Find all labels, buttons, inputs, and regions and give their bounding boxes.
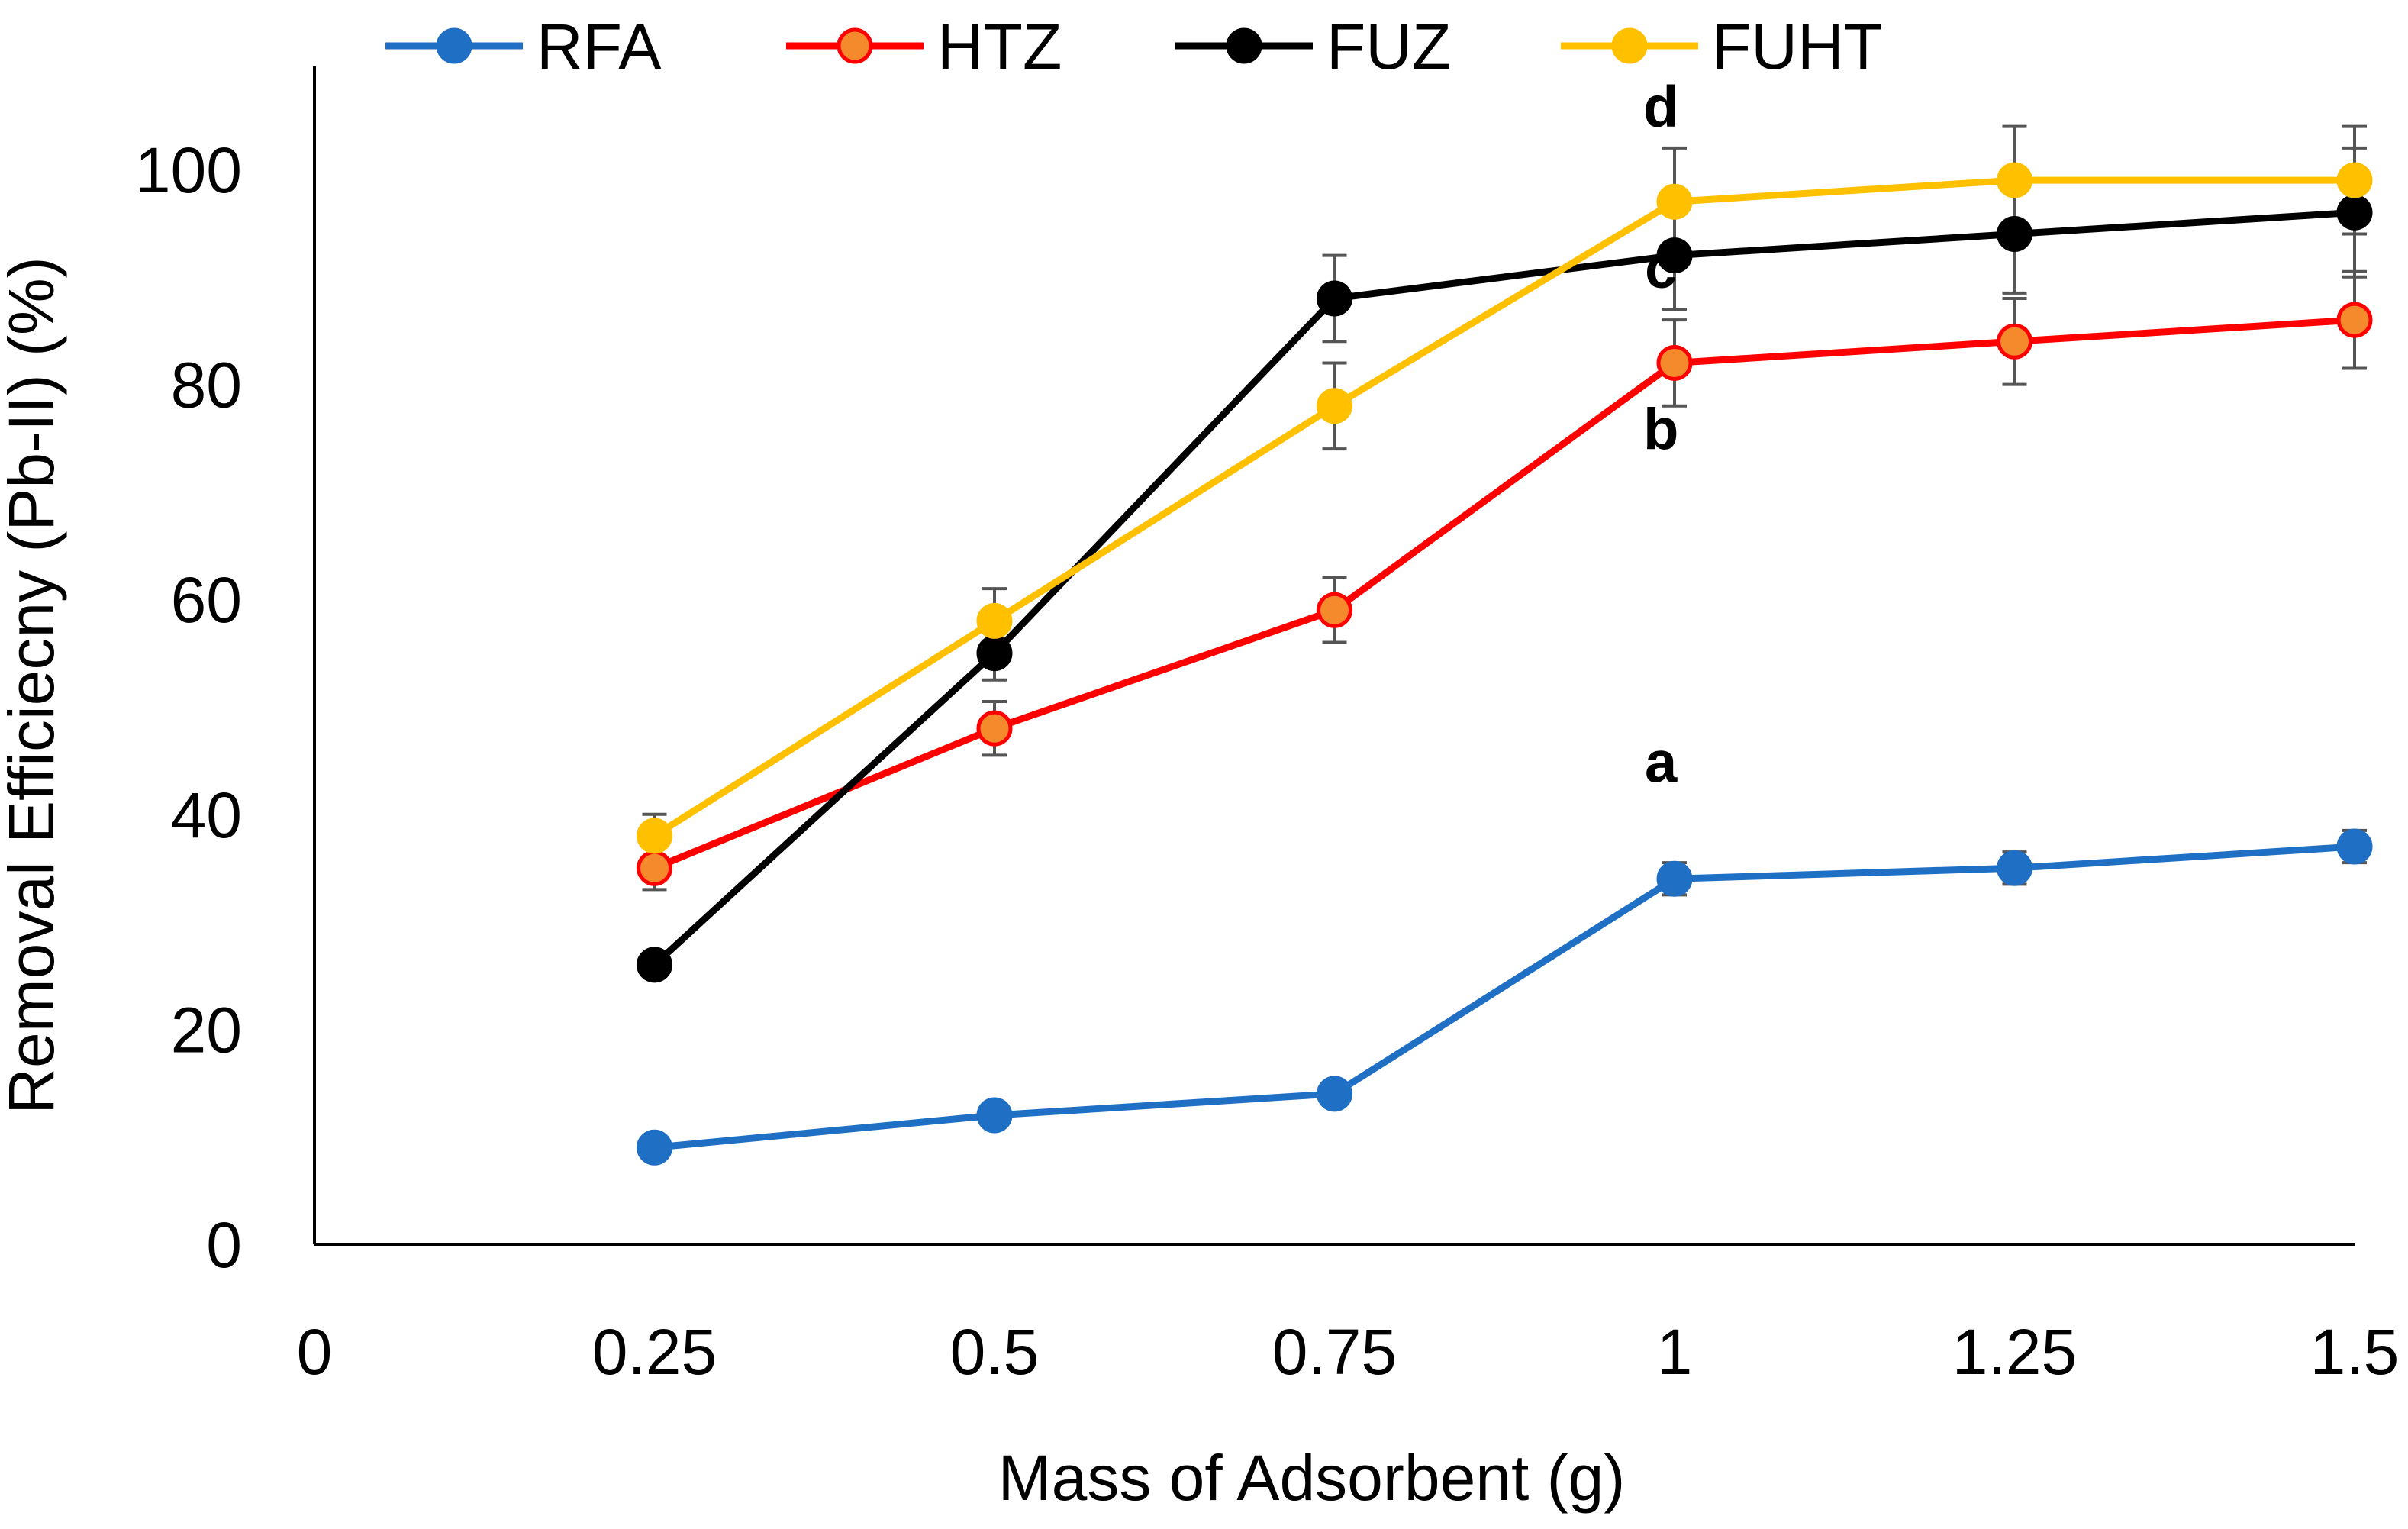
data-point-htz	[2336, 302, 2373, 338]
data-point-rfa	[1997, 850, 2032, 886]
data-point-rfa	[1317, 1076, 1352, 1112]
annotation-c: c	[1645, 236, 1677, 301]
data-point-htz	[1656, 344, 1693, 381]
data-point-fuht	[2336, 162, 2373, 198]
annotations: d c b a	[1643, 75, 1678, 795]
data-point-htz	[976, 710, 1013, 747]
data-point-htz	[637, 850, 672, 886]
data-point-fuht	[1997, 162, 2032, 198]
data-point-fuht	[976, 602, 1013, 639]
y-tick-labels: 0 20 40 60 80 100	[135, 134, 242, 1281]
x-tick-label: 1.5	[2310, 1316, 2400, 1388]
data-point-rfa	[976, 1097, 1013, 1134]
data-point-fuz	[976, 635, 1013, 672]
series-line-rfa	[654, 843, 2355, 1151]
x-tick-label: 0.75	[1272, 1316, 1397, 1388]
y-tick-label: 80	[171, 350, 242, 421]
legend-label-htz: HTZ	[937, 11, 1062, 82]
series-lines	[652, 176, 2355, 1151]
legend-marker-htz	[837, 27, 873, 64]
y-tick-label: 60	[171, 564, 242, 636]
legend-marker-fuz	[1226, 27, 1262, 64]
data-point-fuht	[1656, 183, 1693, 220]
series-line-fuz	[652, 208, 2355, 968]
data-point-fuz	[637, 947, 672, 983]
series-line-fuht	[653, 176, 2355, 839]
legend-marker-rfa	[436, 27, 472, 64]
x-tick-labels: 0 0.25 0.5 0.75 1 1.25 1.5	[297, 1316, 2400, 1388]
error-bars	[642, 124, 2367, 897]
x-tick-label: 0.25	[592, 1316, 717, 1388]
data-point-htz	[1317, 592, 1352, 628]
series-markers	[637, 162, 2373, 1166]
annotation-a: a	[1645, 731, 1678, 795]
legend-label-fuz: FUZ	[1326, 11, 1451, 82]
data-point-rfa	[1656, 860, 1693, 897]
legend: RFA HTZ FUZ FUHT	[385, 11, 1883, 82]
series-line-htz	[653, 316, 2355, 872]
data-point-fuz	[1317, 280, 1352, 317]
legend-label-fuht: FUHT	[1712, 11, 1883, 82]
data-point-rfa	[637, 1129, 672, 1166]
data-point-fuz	[1656, 237, 1693, 274]
annotation-b: b	[1643, 397, 1678, 462]
y-tick-label: 20	[171, 994, 242, 1066]
x-tick-label: 0	[297, 1316, 333, 1388]
data-point-htz	[1997, 323, 2032, 360]
y-tick-label: 0	[206, 1209, 242, 1281]
annotation-d: d	[1643, 75, 1678, 140]
x-tick-label: 0.5	[950, 1316, 1040, 1388]
y-tick-label: 100	[135, 134, 242, 206]
data-point-fuht	[1317, 388, 1352, 424]
x-tick-label: 1	[1657, 1316, 1693, 1388]
y-tick-label: 40	[171, 779, 242, 851]
data-point-rfa	[2336, 828, 2373, 865]
data-point-fuz	[1997, 215, 2032, 252]
legend-label-rfa: RFA	[537, 11, 661, 82]
data-point-fuz	[2336, 194, 2373, 231]
y-axis-title: Removal Efficiecny (Pb-II) (%)	[0, 256, 67, 1114]
x-tick-label: 1.25	[1952, 1316, 2078, 1388]
legend-marker-fuht	[1611, 27, 1648, 64]
data-point-fuht	[637, 818, 672, 854]
x-axis-title: Mass of Adsorbent (g)	[998, 1442, 1626, 1514]
